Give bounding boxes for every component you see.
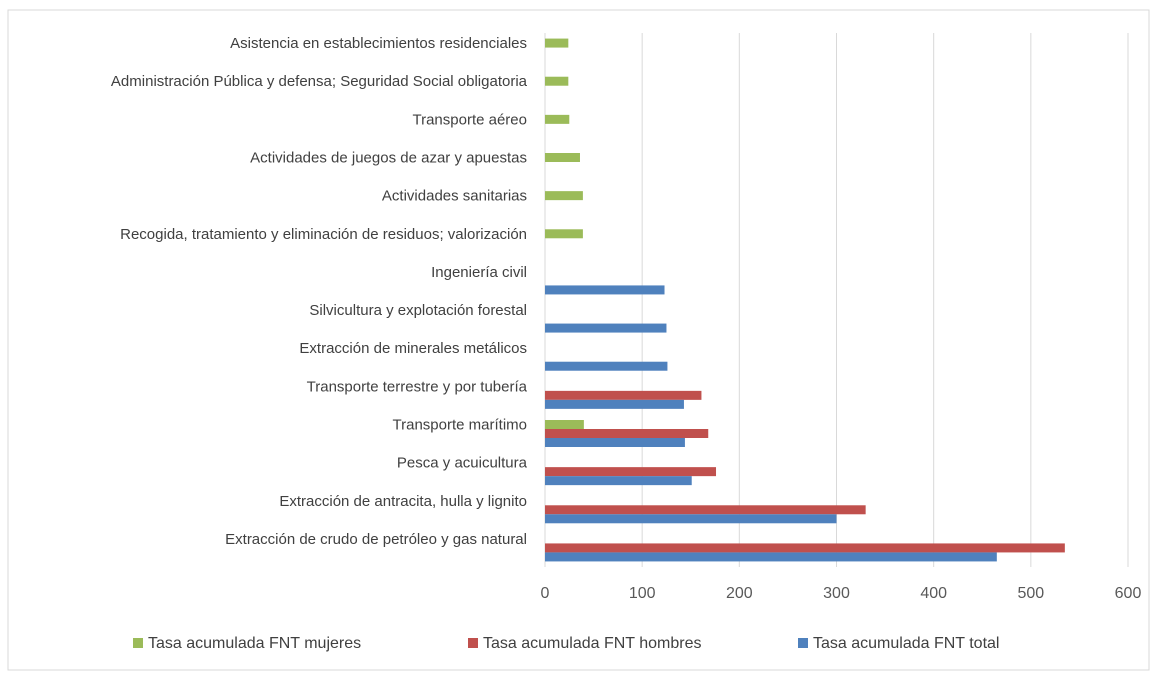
bar	[545, 505, 866, 515]
y-tick-label: Actividades de juegos de azar y apuestas	[250, 149, 527, 166]
x-tick-label: 500	[1017, 585, 1044, 602]
bar	[545, 76, 569, 86]
x-tick-label: 400	[920, 585, 947, 602]
bar	[545, 191, 583, 201]
y-tick-label: Extracción de minerales metálicos	[299, 340, 527, 357]
bar	[545, 429, 709, 438]
bar	[545, 153, 580, 162]
bar	[545, 285, 665, 295]
bar	[545, 476, 692, 486]
x-tick-label: 100	[629, 585, 656, 602]
y-tick-label: Transporte terrestre y por tubería	[307, 378, 528, 395]
y-tick-label: Recogida, tratamiento y eliminación de r…	[120, 226, 527, 243]
x-tick-label: 300	[823, 585, 850, 602]
x-tick-label: 0	[541, 585, 550, 602]
y-tick-label: Actividades sanitarias	[382, 188, 527, 205]
legend-label: Tasa acumulada FNT hombres	[483, 635, 701, 652]
bar	[545, 390, 702, 400]
legend-label: Tasa acumulada FNT mujeres	[148, 635, 361, 652]
y-tick-label: Transporte aéreo	[412, 111, 527, 128]
bar	[545, 229, 583, 239]
x-tick-label: 200	[726, 585, 753, 602]
y-tick-label: Ingeniería civil	[431, 264, 527, 281]
legend-swatch	[468, 638, 478, 648]
y-tick-label: Silvicultura y explotación forestal	[309, 302, 527, 319]
bar	[545, 552, 997, 562]
y-tick-label: Transporte marítimo	[393, 416, 527, 433]
y-tick-label: Extracción de crudo de petróleo y gas na…	[225, 531, 527, 548]
legend-swatch	[133, 638, 143, 648]
bar	[545, 438, 685, 447]
bar	[545, 467, 717, 477]
y-tick-label: Pesca y acuicultura	[397, 455, 528, 472]
bar	[545, 114, 570, 124]
legend-swatch	[798, 638, 808, 648]
bar	[545, 399, 684, 409]
bar	[545, 323, 667, 333]
bar	[545, 361, 668, 371]
bar	[545, 420, 584, 429]
bar	[545, 38, 569, 48]
bar	[545, 514, 837, 524]
y-tick-label: Administración Pública y defensa; Seguri…	[111, 73, 528, 90]
bar	[545, 543, 1065, 553]
chart-border	[7, 9, 1150, 671]
y-tick-label: Extracción de antracita, hulla y lignito	[279, 493, 527, 510]
x-tick-label: 600	[1115, 585, 1142, 602]
y-tick-label: Asistencia en establecimientos residenci…	[230, 35, 527, 52]
legend-label: Tasa acumulada FNT total	[813, 635, 999, 652]
